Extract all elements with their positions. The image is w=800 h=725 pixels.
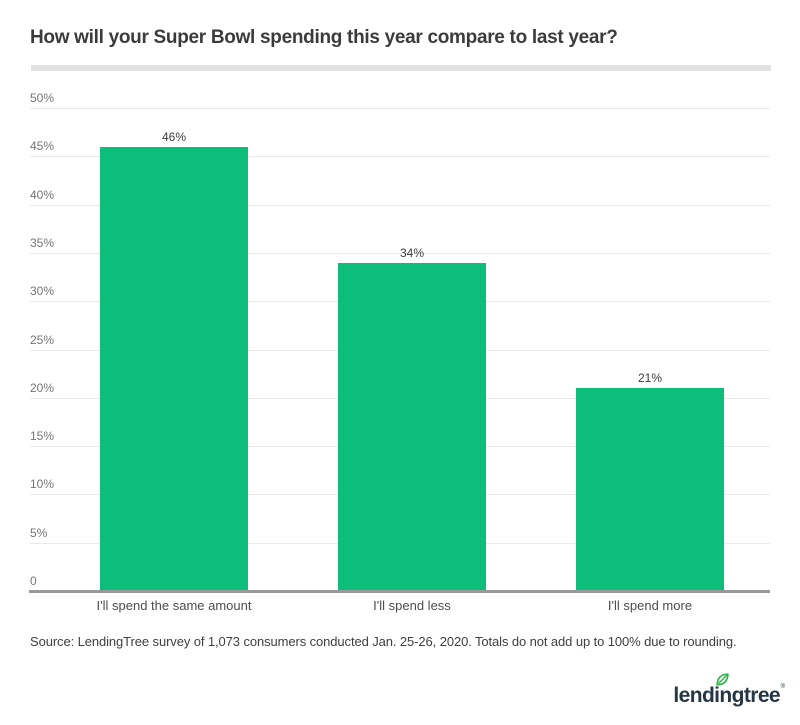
- chart-title: How will your Super Bowl spending this y…: [30, 27, 618, 48]
- y-tick-label: 0: [30, 574, 37, 588]
- bar-value-label: 46%: [161, 129, 187, 144]
- y-tick-label: 10%: [30, 477, 55, 492]
- bar: [576, 388, 724, 590]
- bar-value-label: 34%: [399, 245, 425, 260]
- x-axis-line: [29, 590, 770, 593]
- lendingtree-logo: lendingtree ®: [673, 673, 785, 710]
- x-category-label: I'll spend more: [607, 598, 693, 613]
- y-tick-label: 5%: [30, 525, 48, 540]
- gridline: [30, 204, 770, 206]
- y-tick-label: 25%: [30, 332, 55, 347]
- y-tick-label: 30%: [30, 284, 55, 299]
- gridline: [30, 252, 770, 254]
- y-tick-label: 15%: [30, 429, 55, 444]
- registered-trademark-mark: ®: [780, 684, 785, 690]
- y-tick-label: 50%: [30, 91, 55, 105]
- lendingtree-logo-text: lendingtree: [673, 684, 780, 707]
- gridline: [30, 108, 770, 109]
- leaf-icon: [716, 673, 730, 686]
- y-tick-label: 40%: [30, 187, 55, 202]
- x-category-label: I'll spend less: [373, 598, 451, 613]
- bar: [338, 262, 486, 590]
- y-tick-label: 35%: [30, 235, 55, 250]
- gridline: [30, 156, 770, 158]
- bar: [100, 146, 248, 590]
- x-category-label: I'll spend the same amount: [96, 598, 252, 613]
- y-tick-label: 45%: [30, 139, 55, 154]
- bar-value-label: 21%: [637, 371, 663, 386]
- y-tick-label: 20%: [30, 380, 55, 395]
- title-divider-bar: [31, 65, 771, 71]
- source-note: Source: LendingTree survey of 1,073 cons…: [30, 634, 737, 649]
